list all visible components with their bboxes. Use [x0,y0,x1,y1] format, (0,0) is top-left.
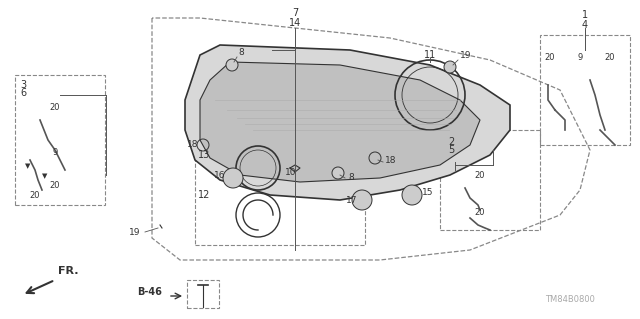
Bar [540,35,630,145]
Polygon shape [200,62,480,182]
Text: 7: 7 [292,8,298,18]
Text: 19: 19 [460,51,472,60]
Text: 5: 5 [448,145,454,155]
Bar [15,75,105,205]
Text: 2: 2 [448,137,454,147]
Circle shape [226,59,238,71]
Circle shape [402,185,422,205]
Text: 11: 11 [424,50,436,60]
Text: 9: 9 [52,148,58,157]
Text: ▼: ▼ [26,163,31,169]
Bar [440,130,540,230]
Text: FR.: FR. [58,266,79,276]
Polygon shape [185,45,510,200]
Text: 20: 20 [50,181,60,190]
Bar [195,115,365,245]
Text: 4: 4 [582,20,588,30]
Text: 20: 20 [605,53,615,62]
Text: 20: 20 [29,191,40,200]
Text: 20: 20 [475,208,485,217]
Circle shape [223,168,243,188]
Text: ▼: ▼ [42,173,48,179]
Text: 8: 8 [348,173,354,182]
Text: 20: 20 [475,171,485,180]
Text: 14: 14 [289,18,301,28]
Text: 1: 1 [582,10,588,20]
Text: 18: 18 [186,140,198,149]
Text: TM84B0800: TM84B0800 [545,295,595,304]
Circle shape [444,61,456,73]
Text: 16: 16 [214,171,225,180]
Text: 13: 13 [198,150,211,160]
Text: 15: 15 [422,188,433,197]
Text: 10: 10 [285,168,296,177]
Text: 19: 19 [129,228,140,237]
Text: 18: 18 [385,156,397,165]
Text: 8: 8 [238,48,244,57]
Circle shape [332,167,344,179]
Text: 3: 3 [20,80,26,90]
Text: 20: 20 [545,53,556,62]
Text: 17: 17 [346,196,357,205]
Text: B-46: B-46 [137,287,162,297]
Bar [187,280,219,308]
Text: 12: 12 [198,190,211,200]
Circle shape [352,190,372,210]
Text: 6: 6 [20,88,26,98]
Text: 20: 20 [50,103,60,112]
Text: 9: 9 [577,53,582,62]
